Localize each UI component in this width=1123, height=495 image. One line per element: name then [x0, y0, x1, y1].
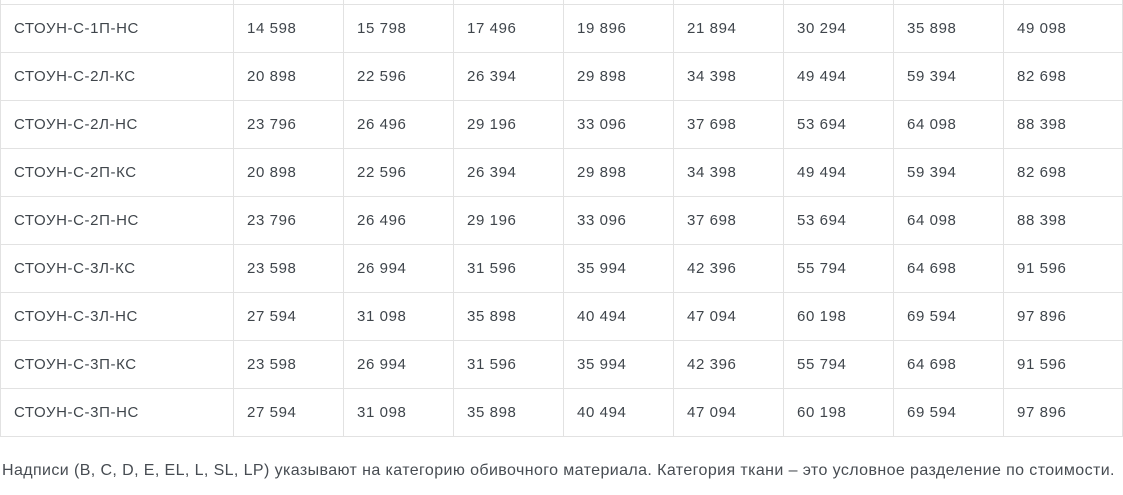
price-cell: 82 698: [1003, 148, 1123, 197]
model-name-cell: СТОУН-С-1П-НС: [0, 4, 234, 53]
price-cell: 23 796: [233, 196, 344, 245]
price-cell: 97 896: [1003, 292, 1123, 341]
price-cell: 42 396: [673, 340, 784, 389]
price-cell: 29 196: [453, 196, 564, 245]
table-row: СТОУН-С-3Л-КС 23 598 26 994 31 596 35 994 42 …: [0, 244, 1123, 293]
price-cell: 59 394: [893, 52, 1004, 101]
price-cell: 49 494: [783, 148, 894, 197]
price-table: СТОУН-С-1П-НС 14 598 15 798 17 496 19 896 21 …: [0, 0, 1123, 437]
model-name-cell: СТОУН-С-2П-НС: [0, 196, 234, 245]
model-name-cell: СТОУН-С-3Л-КС: [0, 244, 234, 293]
price-cell: 91 596: [1003, 340, 1123, 389]
price-cell: 60 198: [783, 388, 894, 437]
price-cell: 26 394: [453, 52, 564, 101]
price-cell: 26 394: [453, 148, 564, 197]
price-cell: 40 494: [563, 292, 674, 341]
price-cell: 27 594: [233, 388, 344, 437]
price-cell: 37 698: [673, 100, 784, 149]
table-row: СТОУН-С-1П-НС 14 598 15 798 17 496 19 896 21 …: [0, 4, 1123, 53]
model-name-cell: СТОУН-С-2Л-НС: [0, 100, 234, 149]
price-cell: 20 898: [233, 148, 344, 197]
price-cell: 53 694: [783, 196, 894, 245]
price-cell: 49 098: [1003, 4, 1123, 53]
price-cell: 33 096: [563, 196, 674, 245]
price-cell: 31 596: [453, 244, 564, 293]
price-cell: 40 494: [563, 388, 674, 437]
price-cell: 88 398: [1003, 100, 1123, 149]
price-cell: 35 898: [893, 4, 1004, 53]
model-name-cell: СТОУН-С-2Л-КС: [0, 52, 234, 101]
table-row: СТОУН-С-3П-КС 23 598 26 994 31 596 35 994 42 …: [0, 340, 1123, 389]
price-cell: 88 398: [1003, 196, 1123, 245]
table-row: СТОУН-С-3Л-НС 27 594 31 098 35 898 40 494 47 …: [0, 292, 1123, 341]
model-name-cell: СТОУН-С-3Л-НС: [0, 292, 234, 341]
price-cell: 55 794: [783, 340, 894, 389]
price-cell: 47 094: [673, 292, 784, 341]
price-cell: 35 994: [563, 340, 674, 389]
price-cell: 31 596: [453, 340, 564, 389]
price-cell: 64 698: [893, 340, 1004, 389]
price-cell: 29 196: [453, 100, 564, 149]
price-cell: 64 698: [893, 244, 1004, 293]
price-table-section: СТОУН-С-1П-НС 14 598 15 798 17 496 19 896 21 …: [0, 0, 1123, 437]
price-cell: 14 598: [233, 4, 344, 53]
price-cell: 29 898: [563, 52, 674, 101]
price-cell: 34 398: [673, 148, 784, 197]
price-cell: 64 098: [893, 196, 1004, 245]
price-cell: 17 496: [453, 4, 564, 53]
model-name-cell: СТОУН-С-3П-НС: [0, 388, 234, 437]
price-cell: 23 598: [233, 244, 344, 293]
price-cell: 42 396: [673, 244, 784, 293]
model-name-cell: СТОУН-С-3П-КС: [0, 340, 234, 389]
price-cell: 33 096: [563, 100, 674, 149]
price-cell: 31 098: [343, 292, 454, 341]
price-cell: 26 994: [343, 340, 454, 389]
price-cell: 60 198: [783, 292, 894, 341]
price-cell: 19 896: [563, 4, 674, 53]
table-row: СТОУН-С-2Л-КС 20 898 22 596 26 394 29 898 34 …: [0, 52, 1123, 101]
price-cell: 49 494: [783, 52, 894, 101]
model-name-cell: СТОУН-С-2П-КС: [0, 148, 234, 197]
price-cell: 82 698: [1003, 52, 1123, 101]
price-cell: 23 598: [233, 340, 344, 389]
price-cell: 35 898: [453, 292, 564, 341]
price-cell: 35 994: [563, 244, 674, 293]
price-cell: 31 098: [343, 388, 454, 437]
table-row: СТОУН-С-2П-КС 20 898 22 596 26 394 29 898 34 …: [0, 148, 1123, 197]
price-cell: 55 794: [783, 244, 894, 293]
price-cell: 29 898: [563, 148, 674, 197]
price-cell: 20 898: [233, 52, 344, 101]
price-cell: 37 698: [673, 196, 784, 245]
price-cell: 69 594: [893, 292, 1004, 341]
price-cell: 30 294: [783, 4, 894, 53]
price-cell: 53 694: [783, 100, 894, 149]
price-cell: 35 898: [453, 388, 564, 437]
price-cell: 34 398: [673, 52, 784, 101]
table-row: СТОУН-С-2Л-НС 23 796 26 496 29 196 33 096 37 …: [0, 100, 1123, 149]
price-cell: 59 394: [893, 148, 1004, 197]
price-cell: 27 594: [233, 292, 344, 341]
price-cell: 22 596: [343, 52, 454, 101]
price-cell: 64 098: [893, 100, 1004, 149]
price-cell: 15 798: [343, 4, 454, 53]
price-cell: 97 896: [1003, 388, 1123, 437]
price-cell: 91 596: [1003, 244, 1123, 293]
price-cell: 26 994: [343, 244, 454, 293]
price-table-body: СТОУН-С-1П-НС 14 598 15 798 17 496 19 896 21 …: [0, 0, 1123, 437]
price-cell: 69 594: [893, 388, 1004, 437]
table-row: СТОУН-С-2П-НС 23 796 26 496 29 196 33 096 37 …: [0, 196, 1123, 245]
price-cell: 22 596: [343, 148, 454, 197]
table-row: СТОУН-С-3П-НС 27 594 31 098 35 898 40 494 47 …: [0, 388, 1123, 437]
price-cell: 21 894: [673, 4, 784, 53]
footnote: Надписи (B, C, D, E, EL, L, SL, LP) указ…: [2, 462, 1115, 479]
price-cell: 47 094: [673, 388, 784, 437]
price-cell: 26 496: [343, 100, 454, 149]
price-cell: 23 796: [233, 100, 344, 149]
price-cell: 26 496: [343, 196, 454, 245]
